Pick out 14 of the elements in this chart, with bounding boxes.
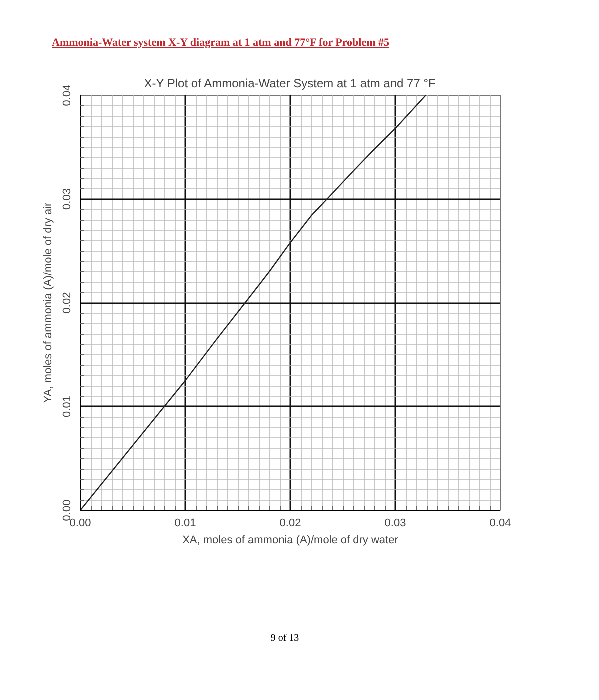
x-tick-label: 0.03: [384, 518, 406, 530]
y-tick-label: 0.01: [62, 396, 74, 418]
x-tick-label: 0.02: [280, 518, 302, 530]
text: Ammonia-Water system X-Y diagram at 1 atm and 77°F for Problem #5: [52, 36, 390, 51]
x-tick-label: 0.00: [70, 518, 92, 530]
x-axis-title: XA, moles of ammonia (A)/mole of dry water: [182, 534, 399, 546]
chart-title: X-Y Plot of Ammonia-Water System at 1 atm and 77 °F: [144, 76, 436, 90]
y-axis-title: YA, moles of ammonia (A)/mole of dry air: [42, 202, 54, 404]
y-tick-label: 0.04: [62, 84, 74, 106]
text: 9 of 13: [270, 632, 300, 646]
x-tick-label: 0.04: [490, 518, 512, 530]
x-tick-label: 0.01: [174, 518, 196, 530]
y-tick-label: 0.02: [62, 292, 74, 314]
y-tick-label: 0.03: [62, 188, 74, 210]
